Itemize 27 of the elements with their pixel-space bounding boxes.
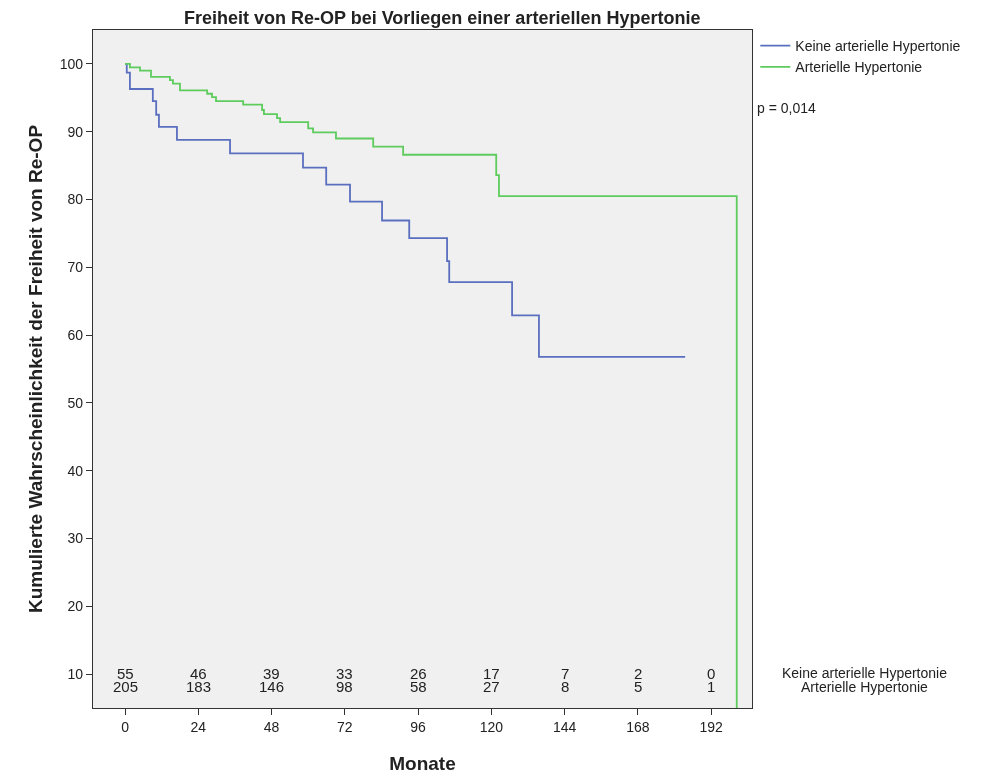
y-axis-title: Kumulierte Wahrscheinlichkeit der Freiheit von Re-OP [24, 124, 46, 614]
y-tick-label: 100 [59, 55, 84, 72]
x-tick-label: 72 [337, 718, 353, 735]
y-tick-label: 50 [67, 394, 84, 411]
y-tick-label: 20 [67, 598, 84, 615]
y-tick-label: 10 [67, 666, 84, 682]
x-tick-label: 192 [699, 718, 723, 735]
chart-title: Freiheit von Re-OP bei Vorliegen einer arteriellen Hypertonie [183, 8, 701, 29]
y-tick-label: 30 [67, 530, 84, 547]
y-tick-label: 40 [67, 462, 84, 479]
x-tick-label: 120 [479, 718, 504, 735]
x-tick-label: 24 [190, 718, 207, 735]
legend-label: Arterielle Hypertonie [795, 59, 923, 76]
x-tick-label: 48 [263, 718, 280, 735]
legend-label: Keine arterielle Hypertonie [795, 38, 961, 55]
y-tick-label: 90 [67, 123, 84, 140]
x-tick-label: 96 [410, 718, 427, 735]
text: Keine arterielle Hypertonie [782, 665, 948, 681]
y-tick-label: 60 [67, 327, 84, 343]
x-tick-label: 0 [121, 718, 130, 735]
text: Arterielle Hypertonie [801, 679, 929, 695]
x-tick-label: 144 [552, 718, 577, 735]
y-tick-label: 70 [67, 259, 84, 276]
text: p = 0,014 [757, 100, 816, 116]
x-tick-label: 168 [626, 718, 650, 735]
x-axis-title: Monate [389, 752, 456, 774]
y-tick-label: 80 [67, 191, 84, 208]
